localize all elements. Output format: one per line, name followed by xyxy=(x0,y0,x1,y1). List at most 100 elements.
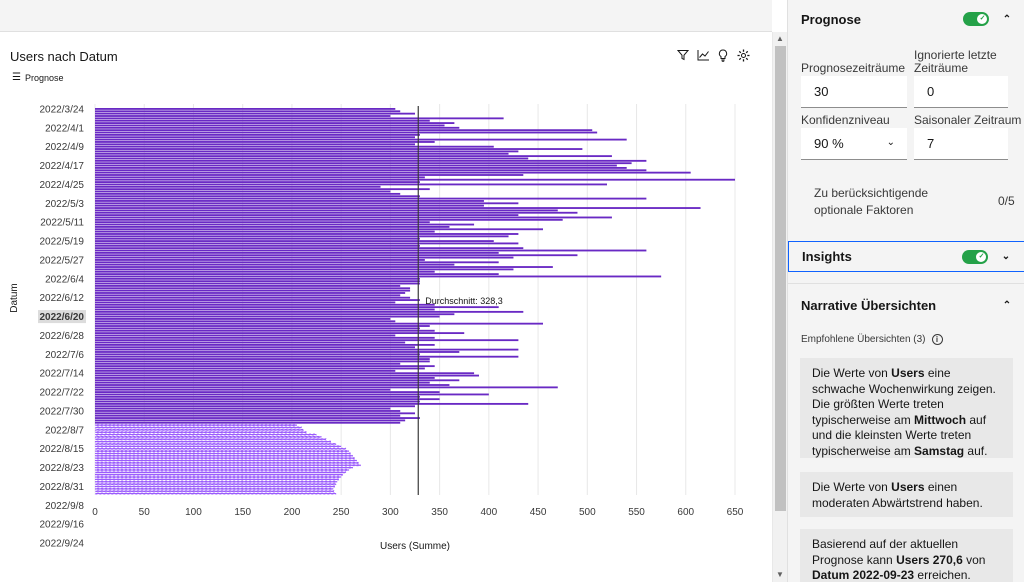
bar[interactable] xyxy=(95,202,519,205)
chevron-up-icon[interactable]: ⌃ xyxy=(1002,299,1012,311)
bar[interactable] xyxy=(95,308,435,311)
vertical-scrollbar[interactable]: ▲ ▼ xyxy=(772,32,787,582)
forecast-bar[interactable] xyxy=(94,423,298,427)
bar[interactable] xyxy=(95,275,662,278)
bar[interactable] xyxy=(95,190,391,193)
bar[interactable] xyxy=(95,405,415,408)
bar[interactable] xyxy=(95,174,524,176)
bar[interactable] xyxy=(95,164,617,167)
bar[interactable] xyxy=(95,143,415,146)
bar[interactable] xyxy=(95,108,396,110)
forecast-bar[interactable] xyxy=(94,426,303,429)
forecast-bar[interactable] xyxy=(94,454,354,458)
bar[interactable] xyxy=(95,129,593,132)
bar[interactable] xyxy=(95,211,578,214)
bar[interactable] xyxy=(95,117,504,120)
forecast-bar[interactable] xyxy=(94,473,344,476)
bar[interactable] xyxy=(95,343,435,346)
bar[interactable] xyxy=(95,209,558,212)
bar[interactable] xyxy=(95,388,391,391)
bar[interactable] xyxy=(95,355,519,358)
bar[interactable] xyxy=(95,386,558,389)
bar[interactable] xyxy=(95,377,435,379)
info-icon[interactable]: i xyxy=(931,334,943,345)
bar[interactable] xyxy=(95,334,396,337)
bar[interactable] xyxy=(95,188,430,191)
bar[interactable] xyxy=(95,313,455,316)
optional-factors-label[interactable]: Zu berücksichtigende optionale Faktoren xyxy=(814,186,929,217)
line-chart-icon[interactable] xyxy=(696,48,710,62)
bar[interactable] xyxy=(95,421,401,424)
bar[interactable] xyxy=(95,249,647,252)
bar[interactable] xyxy=(95,322,543,325)
bar[interactable] xyxy=(95,169,647,172)
bar[interactable] xyxy=(95,244,420,247)
bar[interactable] xyxy=(95,358,430,360)
bar[interactable] xyxy=(95,384,450,386)
forecast-bar[interactable] xyxy=(94,430,307,434)
bar[interactable] xyxy=(95,133,420,136)
bar[interactable] xyxy=(95,256,514,259)
forecast-bar[interactable] xyxy=(94,466,354,469)
bar[interactable] xyxy=(95,402,529,405)
bar[interactable] xyxy=(95,141,435,143)
forecast-bar[interactable] xyxy=(94,449,350,453)
bar[interactable] xyxy=(95,200,484,202)
forecast-bar[interactable] xyxy=(94,478,340,481)
bar[interactable] xyxy=(95,339,519,342)
bar[interactable] xyxy=(95,214,519,217)
bar[interactable] xyxy=(95,216,612,219)
forecast-bar[interactable] xyxy=(94,471,347,474)
bar[interactable] xyxy=(95,138,627,141)
bar[interactable] xyxy=(95,360,430,363)
scroll-down-icon[interactable]: ▼ xyxy=(776,570,784,579)
bar[interactable] xyxy=(95,176,425,179)
bar[interactable] xyxy=(95,414,401,417)
bar[interactable] xyxy=(95,261,499,264)
bar[interactable] xyxy=(95,218,563,221)
bar[interactable] xyxy=(95,223,475,226)
forecast-bar[interactable] xyxy=(94,459,358,462)
bar[interactable] xyxy=(95,221,430,224)
bar[interactable] xyxy=(95,110,401,113)
forecast-bar[interactable] xyxy=(94,485,336,488)
settings-icon[interactable] xyxy=(736,48,750,62)
bar[interactable] xyxy=(95,185,381,188)
ignored-periods-input[interactable]: 0 xyxy=(914,76,1008,108)
bar[interactable] xyxy=(95,315,440,318)
bar[interactable] xyxy=(95,155,612,158)
bar[interactable] xyxy=(95,131,598,134)
bar[interactable] xyxy=(95,320,396,323)
bar[interactable] xyxy=(95,351,460,353)
bar[interactable] xyxy=(95,233,519,235)
forecast-bar[interactable] xyxy=(94,442,337,446)
bar[interactable] xyxy=(95,254,578,257)
bar[interactable] xyxy=(95,136,415,139)
bar[interactable] xyxy=(95,379,460,382)
bar[interactable] xyxy=(95,299,420,301)
narrative-section-header[interactable]: Narrative Übersichten ⌃ xyxy=(788,287,1024,323)
bar[interactable] xyxy=(95,400,420,403)
bar[interactable] xyxy=(95,228,543,231)
bar[interactable] xyxy=(95,341,406,344)
bar[interactable] xyxy=(95,306,499,309)
bar[interactable] xyxy=(95,395,420,398)
bar[interactable] xyxy=(95,157,529,160)
forecast-bar[interactable] xyxy=(94,492,337,495)
forecast-bar[interactable] xyxy=(94,461,360,465)
forecast-menu-link[interactable]: ☰ Prognose xyxy=(12,72,64,83)
bar[interactable] xyxy=(95,148,583,150)
forecast-bar[interactable] xyxy=(94,464,362,467)
bar[interactable] xyxy=(95,327,420,330)
bar[interactable] xyxy=(95,204,484,207)
bar[interactable] xyxy=(95,417,420,419)
bar[interactable] xyxy=(95,329,435,332)
scroll-up-icon[interactable]: ▲ xyxy=(776,34,784,43)
bar[interactable] xyxy=(95,115,391,117)
bar[interactable] xyxy=(95,277,420,280)
bar[interactable] xyxy=(95,310,524,313)
bar[interactable] xyxy=(95,332,465,335)
bar[interactable] xyxy=(95,270,435,273)
prognose-toggle[interactable]: ✓ xyxy=(963,12,989,26)
bar[interactable] xyxy=(95,353,420,356)
